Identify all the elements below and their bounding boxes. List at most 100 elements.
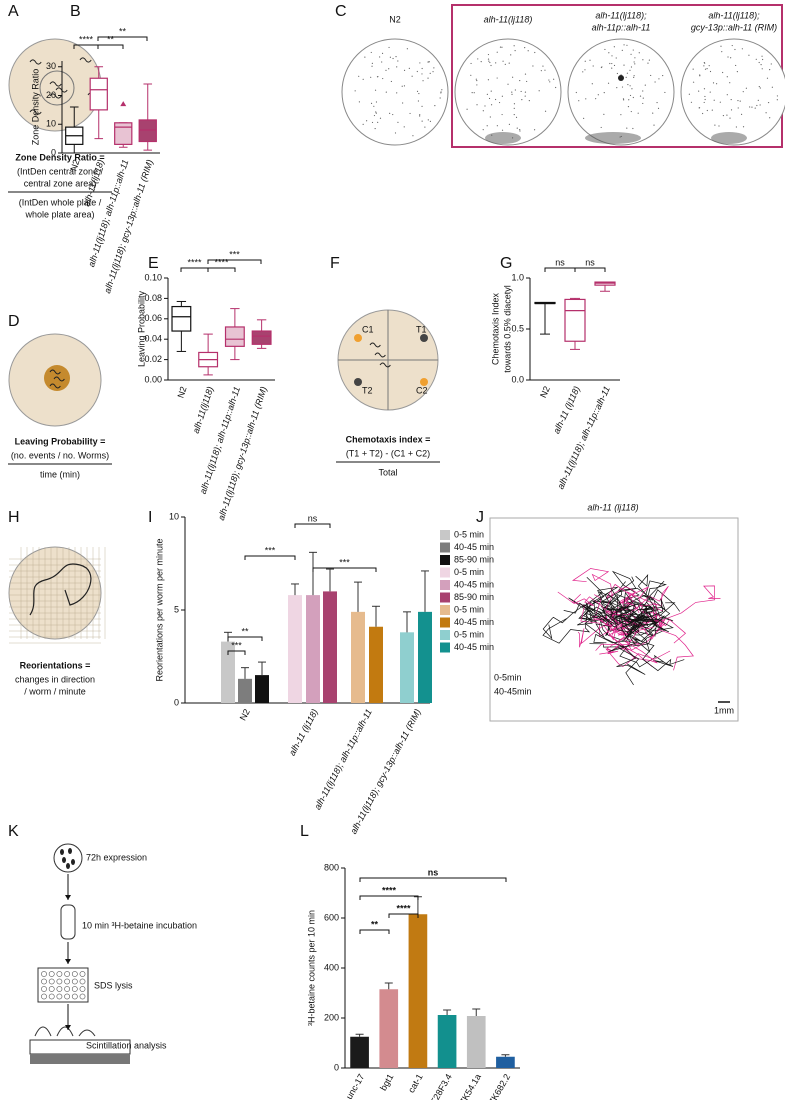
- track-dot: [470, 62, 472, 65]
- y-axis-label: ³H-betaine counts per 10 min: [306, 910, 316, 1026]
- track-dot: [490, 64, 492, 67]
- track-dot: [711, 109, 713, 111]
- track-dot: [389, 112, 391, 114]
- track-dot: [736, 71, 738, 73]
- formula-line: changes in direction: [15, 674, 95, 684]
- track-dot: [760, 64, 762, 66]
- track-dot: [521, 99, 523, 101]
- track-dot: [358, 75, 360, 77]
- well: [64, 993, 70, 1000]
- track-dot: [392, 113, 394, 116]
- track-dot: [620, 114, 622, 116]
- x-tick-label: alh-11 (lj118): [551, 385, 582, 436]
- track-dot: [421, 105, 423, 107]
- track-dot: [741, 48, 743, 50]
- track-dot: [621, 49, 623, 51]
- track-dot: [396, 66, 398, 68]
- track-dot: [544, 110, 547, 112]
- track-dot: [758, 86, 760, 88]
- bar: [238, 678, 252, 703]
- track-dot: [476, 84, 478, 86]
- step-label: 10 min ³H-betaine incubation: [82, 920, 197, 930]
- track-dot: [508, 62, 510, 64]
- legend-label: 85-90 min: [454, 592, 494, 602]
- bar: [323, 591, 337, 703]
- significance-label: ***: [265, 545, 276, 555]
- track-dot: [585, 98, 587, 100]
- y-tick-label: 0: [174, 697, 179, 707]
- outlier: [120, 101, 127, 107]
- track-dot: [549, 81, 551, 83]
- track-dot: [501, 95, 503, 97]
- worm-track: [595, 623, 646, 675]
- worm-track: [571, 593, 639, 638]
- track-dot: [395, 56, 397, 58]
- track-dot: [603, 113, 605, 115]
- track-dot: [583, 117, 585, 119]
- significance-bracket: [359, 929, 390, 934]
- legend-swatch: [440, 605, 450, 615]
- track-dot: [519, 130, 521, 132]
- y-tick-label: 0.10: [144, 272, 162, 282]
- x-tick-label: ZK682.2: [487, 1072, 513, 1100]
- track-dot: [703, 62, 705, 64]
- y-tick-label: 0.00: [144, 374, 162, 384]
- tracking-plate: [454, 38, 562, 146]
- track-dot: [592, 65, 594, 67]
- worm-track: [633, 614, 687, 644]
- track-dot: [482, 110, 484, 112]
- track-dot: [629, 69, 631, 71]
- track-dot: [767, 101, 770, 104]
- track-dot: [642, 90, 644, 92]
- cell: [71, 859, 75, 865]
- panel-label: F: [330, 255, 340, 272]
- bar: [379, 989, 399, 1068]
- step-label: Scintillation analysis: [86, 1040, 167, 1050]
- formula-line: / worm / minute: [24, 686, 86, 696]
- track-dot: [375, 112, 377, 114]
- well: [71, 978, 78, 985]
- track-dot: [623, 44, 625, 46]
- track-dot: [495, 62, 497, 64]
- track-dot: [542, 65, 544, 67]
- track-dot: [498, 101, 501, 104]
- track-dot: [704, 95, 706, 98]
- track-dot: [421, 120, 423, 122]
- significance-bracket: [244, 555, 296, 560]
- track-dot: [742, 91, 744, 93]
- track-dot: [600, 66, 602, 69]
- track-dot: [538, 90, 540, 92]
- x-tick-label: T28F3.4: [428, 1072, 453, 1100]
- track-dot: [513, 103, 516, 105]
- track-dot: [519, 129, 521, 131]
- track-dot: [527, 50, 529, 52]
- track-dot: [482, 129, 484, 131]
- legend-label: 0-5 min: [454, 604, 484, 614]
- bar: [400, 632, 414, 703]
- worm-track: [593, 618, 649, 644]
- well: [71, 986, 78, 992]
- legend-swatch: [440, 542, 450, 553]
- odor-spot: [420, 378, 428, 386]
- track-dot: [501, 113, 503, 116]
- worm-track: [611, 588, 659, 623]
- track-dot: [390, 80, 393, 83]
- track-dot: [428, 61, 430, 63]
- track-dot: [629, 85, 631, 87]
- track-dot: [534, 51, 536, 54]
- track-dot: [524, 95, 526, 97]
- tube: [60, 904, 76, 940]
- significance-label: **: [241, 626, 249, 636]
- panel-label: H: [8, 509, 20, 526]
- track-dot: [370, 76, 372, 78]
- worm: [379, 362, 391, 368]
- y-tick-label: 0.04: [144, 334, 162, 344]
- track-dot: [487, 79, 490, 81]
- track-dot: [609, 62, 611, 65]
- trajectory: [29, 563, 92, 616]
- track-dot: [734, 48, 736, 51]
- y-tick-label: 5: [174, 604, 179, 614]
- y-tick-label: 0: [334, 1062, 339, 1072]
- x-tick-label: N2: [68, 158, 81, 172]
- track-dot: [730, 98, 732, 101]
